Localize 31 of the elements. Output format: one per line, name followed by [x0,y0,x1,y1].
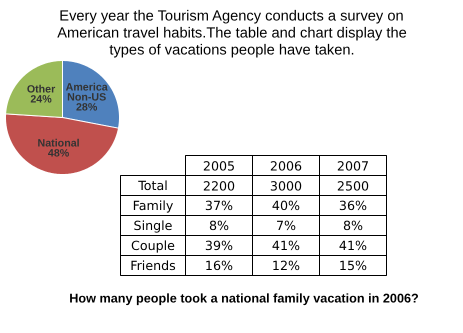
text: 16% [204,258,234,273]
category-label: 2007 [336,158,370,174]
text: 12% [272,258,300,273]
category-label: Total [138,178,168,193]
data-label: 28% [76,102,98,114]
slice-label: National [38,138,80,150]
text: Every year the Tourism Agency conducts a survey on American travel habits.The table and chart display the types of vacations people have taken. [57,8,407,58]
text: 39% [204,238,234,253]
category-label: 2006 [270,158,302,174]
text: 15% [338,258,368,273]
slice-label: Other [26,84,56,96]
text: How many people took a national family vacation in 2006? [69,292,419,306]
text: 3000 [270,178,302,194]
category-label: Single [134,218,172,233]
text: 41% [338,238,368,253]
text: 8% [208,218,230,233]
category-label: Friends [130,258,176,273]
text: 7% [276,218,296,233]
text: 40% [272,198,300,213]
text: 8% [342,218,364,233]
text: 2200 [202,178,236,194]
category-label: Family [132,198,174,213]
data-label: 48% [48,148,70,160]
category-label: Couple [131,238,175,253]
text: 41% [272,238,300,253]
text: 36% [338,198,368,213]
text: 37% [204,198,234,213]
slice-label: America Non-US [66,82,108,104]
text: 2500 [336,178,370,194]
category-label: 2005 [202,158,236,174]
data-label: 24% [30,94,52,106]
